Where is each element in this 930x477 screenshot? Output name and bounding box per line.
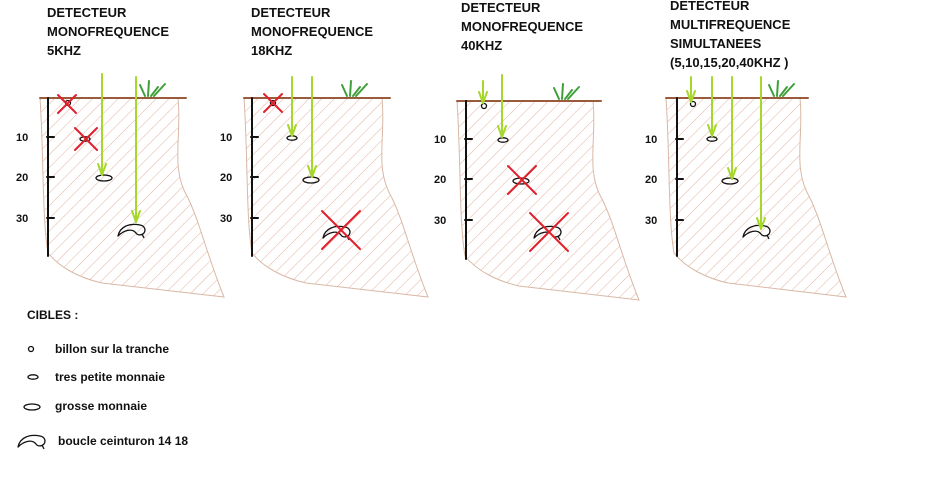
- legend-item-label: boucle ceinturon 14 18: [58, 434, 188, 448]
- undetected-cross-mark: [321, 210, 361, 250]
- panel-title-line: DETECTEUR: [251, 5, 331, 20]
- undetected-cross-mark: [74, 127, 98, 151]
- legend-item: grosse monnaie: [23, 399, 147, 413]
- detection-beam-arrow: [287, 76, 297, 137]
- panel-title-line: DETECTEUR: [461, 0, 541, 15]
- soil-area: [456, 100, 640, 301]
- detection-beam-arrow: [727, 76, 737, 180]
- panel-title-line: 40KHZ: [461, 38, 502, 53]
- detection-beam-arrow: [307, 76, 317, 178]
- soil-area: [665, 97, 847, 298]
- panel-title-line: MONOFREQUENCE: [251, 24, 373, 39]
- target-large-coin: [721, 177, 739, 185]
- panel-title-line: MULTIFREQUENCE: [670, 17, 791, 32]
- legend-item-label: billon sur la tranche: [55, 342, 169, 356]
- soil-area: [39, 97, 225, 298]
- depth-tick-label: 10: [220, 132, 232, 144]
- panel-title-line: 5KHZ: [47, 43, 81, 58]
- panel-title-line: DETECTEUR: [670, 0, 750, 13]
- target-billon: [480, 102, 488, 110]
- target-belt-buckle: [742, 224, 771, 240]
- depth-tick-label: 30: [434, 215, 446, 227]
- belt-buckle-icon: [17, 434, 46, 450]
- depth-tick-label: 20: [645, 174, 657, 186]
- undetected-cross-mark: [529, 212, 569, 252]
- depth-tick-label: 30: [220, 213, 232, 225]
- undetected-cross-mark: [57, 94, 77, 114]
- detector-panel-4: DETECTEUR MULTIFREQUENCE SIMULTANEES (5,10,…: [645, 0, 847, 298]
- detector-panel-1: DETECTEUR MONOFREQUENCE 5KHZ 10 20 30: [16, 5, 225, 298]
- panel-title-line: DETECTEUR: [47, 5, 127, 20]
- detection-beam-arrow: [707, 76, 717, 137]
- target-small-coin: [497, 137, 509, 143]
- target-large-coin: [95, 174, 113, 182]
- grass-icon: [768, 80, 795, 97]
- panel-title-line: (5,10,15,20,40KHZ ): [670, 55, 789, 70]
- detector-panel-2: DETECTEUR MONOFREQUENCE 18KHZ 10 20 30: [220, 5, 429, 298]
- grass-icon: [341, 80, 368, 97]
- flat-coin-icon: [27, 374, 39, 380]
- depth-tick-label: 10: [645, 134, 657, 146]
- detection-beam-arrow: [131, 76, 141, 223]
- detection-beam-arrow: [97, 73, 107, 176]
- small-ring-icon: [27, 345, 35, 353]
- panel-title-line: 18KHZ: [251, 43, 292, 58]
- detection-beam-arrow: [478, 80, 488, 104]
- grass-icon: [553, 83, 580, 100]
- grass-icon: [139, 80, 166, 97]
- depth-tick-label: 20: [16, 172, 28, 184]
- depth-tick-label: 20: [434, 174, 446, 186]
- undetected-cross-mark: [263, 93, 283, 113]
- panel-title-line: MONOFREQUENCE: [47, 24, 169, 39]
- undetected-cross-mark: [507, 165, 537, 195]
- depth-tick-label: 20: [220, 172, 232, 184]
- target-billon: [269, 99, 277, 107]
- depth-tick-label: 30: [645, 215, 657, 227]
- detector-panel-3: DETECTEUR MONOFREQUENCE 40KHZ 10 20 30: [434, 0, 640, 301]
- legend-item: billon sur la tranche: [27, 342, 169, 356]
- panel-title-line: MONOFREQUENCE: [461, 19, 583, 34]
- target-billon: [689, 100, 697, 108]
- legend-item-label: grosse monnaie: [55, 399, 147, 413]
- depth-tick-label: 10: [434, 134, 446, 146]
- legend-item-label: tres petite monnaie: [55, 370, 165, 384]
- legend-title: CIBLES :: [27, 308, 78, 322]
- detection-beam-arrow: [756, 76, 766, 230]
- legend-item: boucle ceinturon 14 18: [17, 434, 188, 450]
- detection-beam-arrow: [686, 76, 696, 103]
- depth-tick-label: 30: [16, 213, 28, 225]
- target-belt-buckle: [117, 223, 146, 239]
- depth-tick-label: 10: [16, 132, 28, 144]
- large-coin-icon: [23, 403, 41, 411]
- soil-area: [243, 97, 429, 298]
- panel-title-line: SIMULTANEES: [670, 36, 762, 51]
- detection-beam-arrow: [497, 74, 507, 138]
- legend-item: tres petite monnaie: [27, 370, 165, 384]
